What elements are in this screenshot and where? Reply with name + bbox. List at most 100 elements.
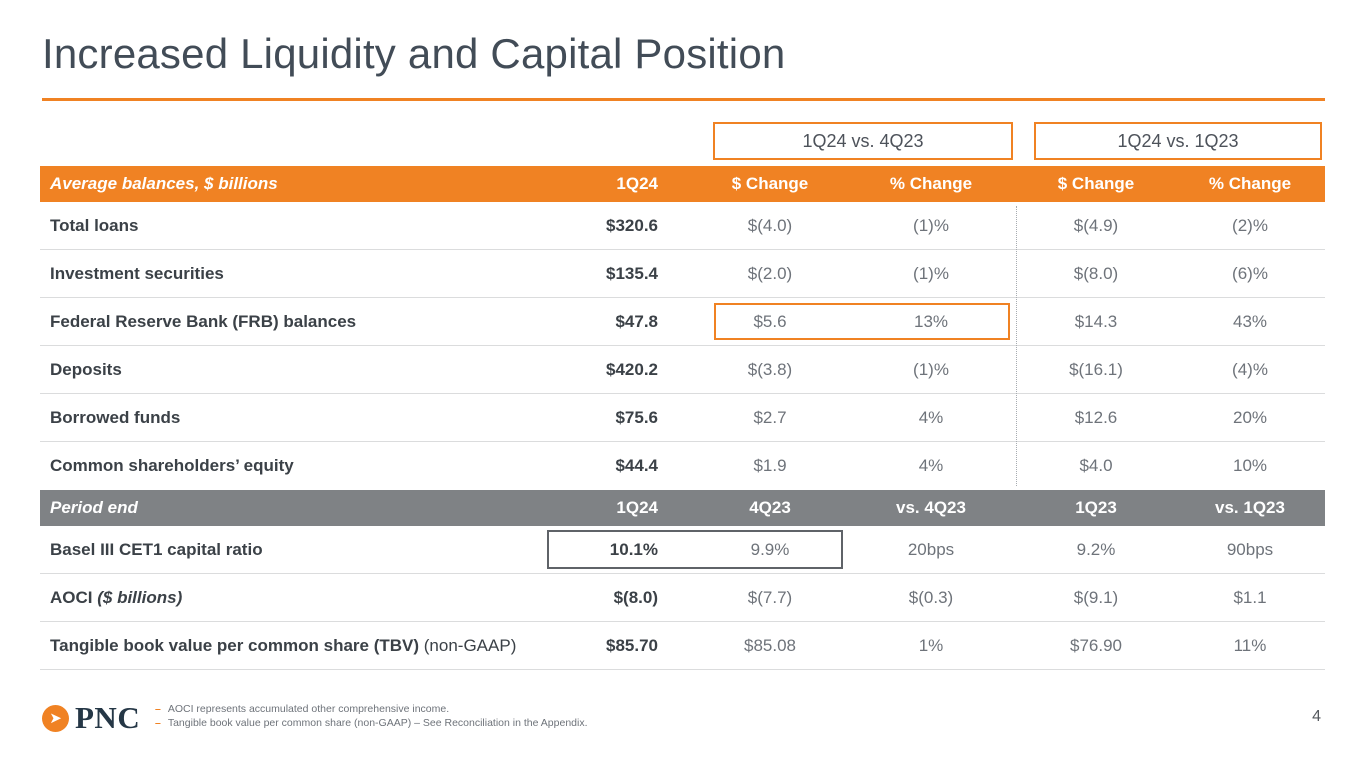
pnc-logo-text: PNC <box>75 700 141 735</box>
comparison-box-label: 1Q24 vs. 4Q23 <box>802 130 924 151</box>
comparison-box-1q24-vs-1q23: 1Q24 vs. 1Q23 <box>1034 122 1322 160</box>
row-label-main: Tangible book value per common share (TB… <box>50 635 420 655</box>
comparison-header-row: 1Q24 vs. 4Q23 1Q24 vs. 1Q23 <box>40 120 1325 166</box>
footnote-dash: – <box>155 717 161 729</box>
table-row-deposits: Deposits $420.2 $(3.8) (1)% $(16.1) (4)% <box>40 346 1325 394</box>
cell-dollar-change-4q23: $5.6 <box>753 311 787 331</box>
cell-vs-1q23: 11% <box>1233 635 1267 655</box>
row-label: Federal Reserve Bank (FRB) balances <box>50 311 357 331</box>
financial-table: 1Q24 vs. 4Q23 1Q24 vs. 1Q23 Average bala… <box>40 120 1325 670</box>
column-header-4q23: 4Q23 <box>749 498 791 517</box>
column-header-pct-change-4q23: % Change <box>889 174 973 193</box>
page-title: Increased Liquidity and Capital Position <box>42 30 786 77</box>
period-end-body: Basel III CET1 capital ratio 10.1% 9.9% … <box>40 526 1325 670</box>
cell-dollar-change-4q23: $(3.8) <box>747 359 793 379</box>
pnc-logo-icon: ➤ <box>42 704 69 732</box>
cell-dollar-change-1q23: $4.0 <box>1079 456 1113 475</box>
footnote-text: AOCI represents accumulated other compre… <box>167 703 450 715</box>
column-header-vs-1q23: vs. 1Q23 <box>1215 498 1285 517</box>
cell-pct-change-1q23: (4)% <box>1232 359 1268 379</box>
row-label: Investment securities <box>50 263 224 283</box>
cell-pct-change-4q23: 4% <box>918 456 944 475</box>
column-header-1q24: 1Q24 <box>616 174 658 193</box>
balances-body: Total loans $320.6 $(4.0) (1)% $(4.9) (2… <box>40 202 1325 490</box>
cell-dollar-change-4q23: $2.7 <box>753 407 787 427</box>
cell-1q23: $76.90 <box>1070 635 1122 655</box>
cell-dollar-change-1q23: $(8.0) <box>1073 263 1119 283</box>
cell-pct-change-4q23: (1)% <box>913 263 949 283</box>
cell-dollar-change-1q23: $(4.9) <box>1073 215 1119 235</box>
cell-pct-change-1q23: (6)% <box>1232 263 1268 283</box>
cell-pct-change-4q23: 4% <box>918 407 944 427</box>
balances-header-row: Average balances, $ billions 1Q24 $ Chan… <box>40 166 1325 202</box>
footnotes: – AOCI represents accumulated other comp… <box>155 702 588 730</box>
column-header-dollar-change-4q23: $ Change <box>731 174 809 193</box>
cell-dollar-change-1q23: $14.3 <box>1074 311 1118 331</box>
row-label: Deposits <box>50 359 122 379</box>
cell-1q24: $135.4 <box>606 263 658 283</box>
cell-vs-4q23: 20bps <box>907 539 955 559</box>
cell-1q23: 9.2% <box>1076 539 1116 559</box>
table-row-basel-cet1-ratio: Basel III CET1 capital ratio 10.1% 9.9% … <box>40 526 1325 574</box>
row-label: Total loans <box>50 215 139 235</box>
cell-vs-1q23: 90bps <box>1226 539 1274 559</box>
cell-pct-change-4q23: (1)% <box>913 215 949 235</box>
table-row-aoci: AOCI ($ billions) $(8.0) $(7.7) $(0.3) $… <box>40 574 1325 622</box>
table-row-investment-securities: Investment securities $135.4 $(2.0) (1)%… <box>40 250 1325 298</box>
row-label-suffix: (non-GAAP) <box>423 635 517 655</box>
cell-4q23: $(7.7) <box>747 587 793 607</box>
cell-vs-4q23: 1% <box>918 635 944 655</box>
slide-footer: ➤ PNC – AOCI represents accumulated othe… <box>0 698 1365 742</box>
page-number: 4 <box>1312 708 1321 725</box>
cell-dollar-change-1q23: $12.6 <box>1074 407 1118 427</box>
column-header-pct-change-1q23: % Change <box>1208 174 1292 193</box>
row-label: Tangible book value per common share (TB… <box>40 636 545 656</box>
footnote-line: – Tangible book value per common share (… <box>155 716 588 730</box>
cell-1q24: $44.4 <box>615 456 658 475</box>
cell-1q24: $320.6 <box>606 215 658 235</box>
cell-1q24: $420.2 <box>606 359 658 379</box>
pnc-logo: ➤ PNC <box>42 700 140 736</box>
cell-1q24: $75.6 <box>615 407 658 427</box>
cell-1q24: 10.1% <box>609 539 658 559</box>
cell-1q24: $(8.0) <box>613 587 658 607</box>
table-row-borrowed-funds: Borrowed funds $75.6 $2.7 4% $12.6 20% <box>40 394 1325 442</box>
column-header-vs-4q23: vs. 4Q23 <box>896 498 966 517</box>
row-label: Basel III CET1 capital ratio <box>50 539 263 559</box>
table-row-common-shareholders-equity: Common shareholders’ equity $44.4 $1.9 4… <box>40 442 1325 490</box>
cell-pct-change-4q23: (1)% <box>913 359 949 379</box>
footnote-dash: – <box>155 703 161 715</box>
column-header-1q24: 1Q24 <box>616 498 658 517</box>
cell-pct-change-1q23: 20% <box>1232 407 1268 427</box>
cell-pct-change-1q23: 10% <box>1232 456 1268 475</box>
cell-vs-4q23: $(0.3) <box>908 587 954 607</box>
row-label: Common shareholders’ equity <box>50 456 294 475</box>
table-row-total-loans: Total loans $320.6 $(4.0) (1)% $(4.9) (2… <box>40 202 1325 250</box>
cell-dollar-change-4q23: $(2.0) <box>747 263 793 283</box>
row-label-suffix: ($ billions) <box>97 587 183 607</box>
cell-pct-change-1q23: (2)% <box>1232 215 1268 235</box>
period-end-header-row: Period end 1Q24 4Q23 vs. 4Q23 1Q23 vs. 1… <box>40 490 1325 526</box>
cell-vs-1q23: $1.1 <box>1233 587 1267 607</box>
cell-1q24: $47.8 <box>615 311 658 331</box>
footnote-line: – AOCI represents accumulated other comp… <box>155 702 588 716</box>
period-end-header-label: Period end <box>50 498 138 517</box>
cell-dollar-change-1q23: $(16.1) <box>1069 359 1123 379</box>
cell-pct-change-4q23: 13% <box>913 311 949 331</box>
title-divider <box>42 98 1325 101</box>
comparison-box-label: 1Q24 vs. 1Q23 <box>1117 130 1239 151</box>
row-label: AOCI ($ billions) <box>40 588 545 608</box>
comparison-box-1q24-vs-4q23: 1Q24 vs. 4Q23 <box>713 122 1013 160</box>
cell-4q23: $85.08 <box>744 635 796 655</box>
column-header-dollar-change-1q23: $ Change <box>1057 174 1135 193</box>
column-header-1q23: 1Q23 <box>1075 498 1117 517</box>
cell-1q24: $85.70 <box>606 635 658 655</box>
row-label: Borrowed funds <box>50 407 181 427</box>
row-label-main: AOCI <box>50 587 93 607</box>
cell-pct-change-1q23: 43% <box>1232 311 1268 331</box>
footnote-text: Tangible book value per common share (no… <box>167 717 588 729</box>
cell-4q23: 9.9% <box>750 539 790 559</box>
balances-header-label: Average balances, $ billions <box>50 174 278 193</box>
comparison-section-divider <box>1016 206 1017 486</box>
